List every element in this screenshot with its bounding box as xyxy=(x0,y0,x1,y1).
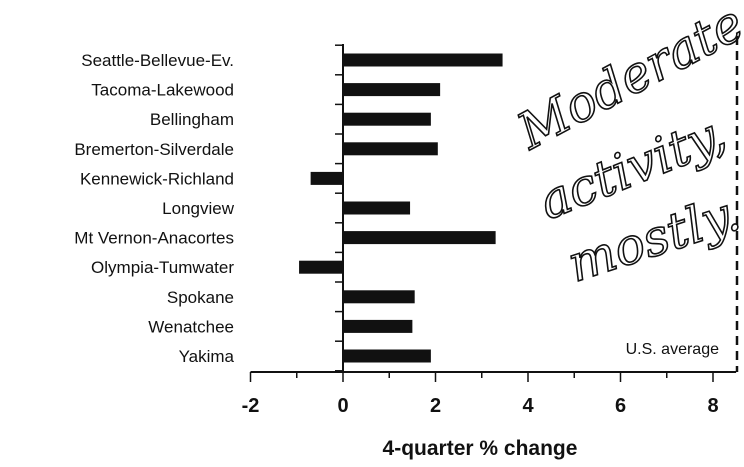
category-label: Yakima xyxy=(179,347,235,366)
category-label: Tacoma-Lakewood xyxy=(91,81,234,100)
bar-10 xyxy=(343,349,431,363)
reference-line-group: U.S. average xyxy=(626,36,739,372)
category-label: Olympia-Tumwater xyxy=(91,258,234,277)
category-labels: Seattle-Bellevue-Ev. Tacoma-Lakewood Belli… xyxy=(74,51,234,366)
category-label: Seattle-Bellevue-Ev. xyxy=(81,51,234,70)
x-tick-label: 2 xyxy=(430,395,441,417)
bar-9 xyxy=(343,319,413,333)
bar-8 xyxy=(343,290,415,304)
bar-6 xyxy=(343,231,496,245)
x-tick-label: -2 xyxy=(242,395,260,417)
tick-labels: -2 0 2 4 6 8 xyxy=(242,395,719,417)
category-label: Kennewick-Richland xyxy=(80,169,234,188)
bar-3 xyxy=(343,142,438,156)
category-label: Spokane xyxy=(167,288,234,307)
bar-2 xyxy=(343,112,431,126)
bar-0 xyxy=(343,53,503,67)
x-tick-label: 4 xyxy=(522,395,534,417)
bar-4 xyxy=(310,171,343,185)
axes-group xyxy=(249,44,737,382)
us-average-label: U.S. average xyxy=(626,341,719,358)
x-axis-title: 4-quarter % change xyxy=(383,437,578,460)
category-label: Longview xyxy=(162,199,235,218)
category-label: Wenatchee xyxy=(148,317,234,336)
category-label: Mt Vernon-Anacortes xyxy=(74,229,234,248)
category-label: Bremerton-Silverdale xyxy=(74,140,234,159)
x-tick-label: 6 xyxy=(615,395,626,417)
bar-5 xyxy=(343,201,411,215)
bar-7 xyxy=(299,260,343,274)
category-label: Bellingham xyxy=(150,110,234,129)
x-tick-label: 0 xyxy=(337,395,348,417)
x-tick-label: 8 xyxy=(707,395,718,417)
bars-group xyxy=(299,53,503,363)
bar-1 xyxy=(343,83,441,97)
